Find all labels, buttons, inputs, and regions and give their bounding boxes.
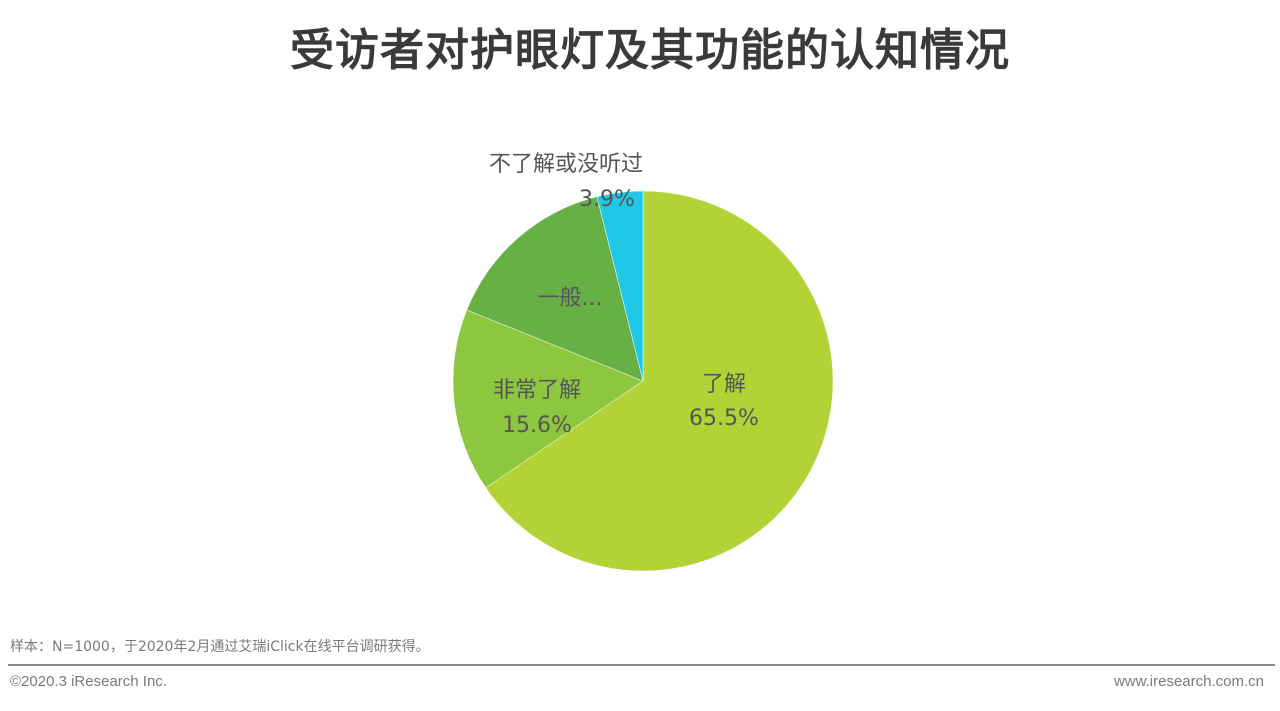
label-feichang-name: 非常了解 [492,378,582,403]
copyright: ©2020.3 iResearch Inc. [10,673,167,690]
label-bu-liaojie-name: 不了解或没听过 [488,152,644,177]
footer-divider [8,664,1275,666]
label-liaojie-name: 了解 [701,372,747,397]
website-link[interactable]: www.iresearch.com.cn [1113,673,1264,690]
sample-note: 样本：N=1000，于2020年2月通过艾瑞iClick在线平台调研获得。 [10,639,430,655]
chart-title: 受访者对护眼灯及其功能的认知情况 [290,25,1010,76]
label-feichang-value: 15.6% [502,413,572,438]
label-liaojie-value: 65.5% [689,406,759,431]
pie-slice-1 [452,309,644,489]
pie-slice-3 [596,190,644,382]
pie-slice-0 [485,190,834,572]
label-yiban-name: 一般... [537,286,603,311]
pie-slice-2 [466,196,644,382]
label-bu-liaojie-value: 3.9% [579,187,635,212]
